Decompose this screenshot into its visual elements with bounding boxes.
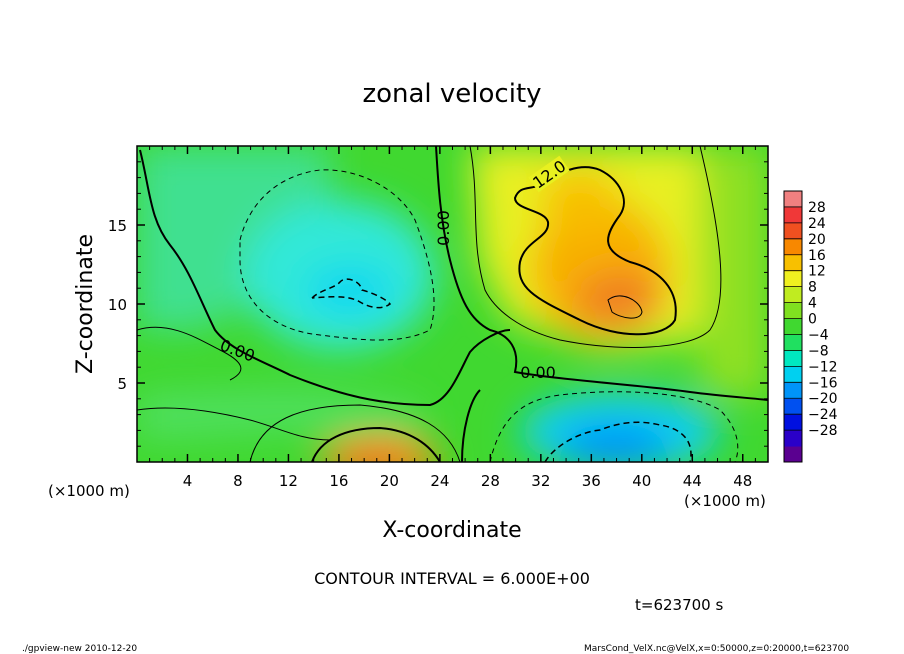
y-axis-label: Z-coordinate [73, 234, 98, 374]
x-tick-label: 28 [481, 472, 500, 490]
x-tick-label: 12 [279, 472, 298, 490]
colorbar-label: −16 [808, 375, 838, 391]
contour-six-bottom [249, 404, 461, 462]
plot-area: 12.0 0.00 0.00 0.00 [137, 146, 768, 462]
colorbar-label: 0 [808, 312, 817, 328]
contour-zero-mid [435, 146, 768, 401]
colorbar-label: 12 [808, 264, 826, 280]
contour-interval: CONTOUR INTERVAL = 6.000E+00 [314, 569, 590, 588]
x-tick-label: 44 [683, 472, 702, 490]
footer-left: ./gpview-new 2010-12-20 [22, 644, 137, 654]
contour-inner-warm [607, 295, 643, 319]
contour-thin-lowleft [137, 407, 331, 441]
contour-six-upper [469, 146, 722, 348]
colorbar-swatch [784, 350, 802, 367]
contour-labels: 12.0 0.00 0.00 0.00 [218, 155, 570, 382]
colorbar-swatch [784, 270, 802, 288]
x-tick-label: 20 [380, 472, 399, 490]
colorbar-label: 20 [808, 232, 826, 248]
colorbar-label: 4 [808, 296, 817, 312]
x-tick-label: 8 [233, 472, 243, 490]
y-tick-label: 15 [108, 217, 127, 235]
field-bottom-warm [320, 435, 440, 462]
colorbar-frame [783, 190, 803, 463]
time-label: t=623700 s [635, 596, 723, 614]
field-orange-core [575, 270, 665, 330]
colorbar-swatch [784, 286, 802, 304]
x-tick-label: 48 [733, 472, 752, 490]
colorbar-swatch [784, 318, 802, 335]
x-tick-label: 32 [531, 472, 550, 490]
colorbar-label: −8 [808, 343, 829, 359]
colorbar-label: 24 [808, 216, 826, 232]
colorbar-swatch [784, 398, 802, 415]
y-tick-label: 5 [117, 375, 127, 393]
contour-label-zero-c: 0.00 [520, 363, 556, 382]
colorbar-swatch [784, 222, 802, 240]
colorbar-swatch [784, 382, 802, 399]
contour-zero-left [139, 149, 511, 407]
contour-neg-twelve-lower [544, 421, 692, 462]
colorbar-swatch [784, 302, 802, 320]
colorbar-swatch [784, 206, 802, 224]
x-tick-label: 40 [632, 472, 651, 490]
colorbar-label: 8 [808, 280, 817, 296]
field-bottom-cool-core [560, 425, 670, 462]
field-cyan-core [305, 265, 395, 315]
colorbar-label: −20 [808, 391, 838, 407]
contour-zero-lower [461, 389, 481, 462]
colorbar-swatch [784, 238, 802, 256]
colorbar-label: 16 [808, 248, 826, 264]
contour-neg-six-lower [489, 391, 739, 462]
contour-twelve [513, 166, 677, 336]
contour-label-bg [528, 155, 570, 193]
colorbar-label: −12 [808, 359, 838, 375]
contour-neg-six-upper [239, 169, 435, 341]
colorbar-swatch [784, 414, 802, 431]
x-tick-label: 36 [582, 472, 601, 490]
colorbar-swatch [784, 191, 802, 208]
x-axis: 4 8 12 16 20 24 28 32 36 40 44 48 [149, 146, 756, 490]
colorbar-swatch [784, 334, 802, 351]
colorbar-label: −4 [808, 327, 829, 343]
field-right-green [700, 146, 768, 400]
x-tick-label: 16 [329, 472, 348, 490]
colorbar-label: −24 [808, 407, 838, 423]
contour-thin-left [137, 326, 242, 381]
contour-label-zero-a: 0.00 [434, 210, 453, 246]
contours [137, 146, 768, 462]
y-tick-label: 10 [108, 296, 127, 314]
x-unit-left: (×1000 m) [48, 482, 130, 500]
x-tick-label: 4 [183, 472, 193, 490]
colorbar-swatch [784, 446, 802, 463]
contour-bottom-warm [311, 426, 441, 462]
y-axis: 5 10 15 [108, 161, 768, 447]
field-upper-orange [540, 170, 620, 230]
contour-neg-twelve-upper [311, 278, 392, 309]
colorbar-swatch [784, 254, 802, 272]
x-unit-right: (×1000 m) [684, 492, 766, 510]
colorbar-label: −28 [808, 423, 838, 439]
colorbar-label: 28 [808, 200, 826, 216]
colorbar-swatch [784, 366, 802, 383]
chart-title: zonal velocity [362, 79, 541, 109]
x-axis-label: X-coordinate [382, 518, 521, 543]
x-tick-label: 24 [430, 472, 449, 490]
footer-right: MarsCond_VelX.nc@VelX,x=0:50000,z=0:2000… [584, 644, 849, 654]
colorbar-swatch [784, 430, 802, 447]
